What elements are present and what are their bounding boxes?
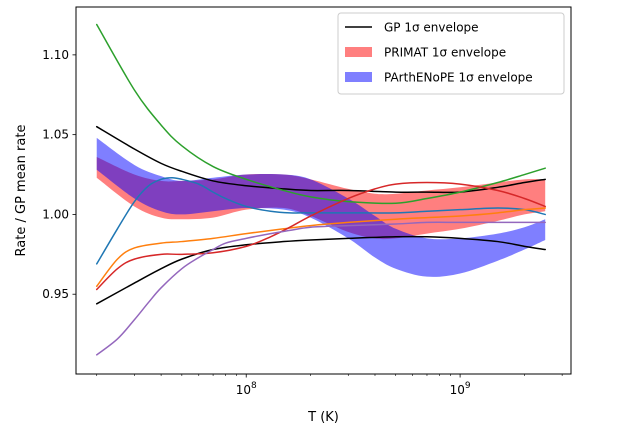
x-axis-ticks: 108 109	[96, 374, 563, 397]
series-line-6	[95, 221, 546, 356]
y-tick-label-1: 1.00	[42, 207, 69, 221]
y-axis-ticks: 0.95 1.00 1.05 1.10	[42, 48, 76, 301]
y-axis-label: Rate / GP mean rate	[14, 125, 29, 257]
legend-label-1: PRIMAT 1σ envelope	[384, 46, 506, 60]
legend: GP 1σ envelope PRIMAT 1σ envelope PArthENo…	[337, 12, 565, 95]
series-line-4	[95, 23, 546, 205]
envelope-bands	[96, 137, 546, 277]
series-line-5	[95, 181, 546, 291]
series-line-3	[95, 207, 546, 287]
series-line-1	[95, 235, 546, 305]
legend-swatch-2	[345, 72, 372, 82]
legend-swatch-1	[345, 47, 372, 57]
series-lines	[95, 23, 546, 356]
series-line-2	[95, 176, 546, 265]
band-1	[96, 137, 546, 277]
legend-frame	[337, 12, 565, 95]
x-tick-label-1: 109	[450, 381, 471, 397]
y-tick-label-2: 1.05	[42, 128, 69, 142]
axes-frame	[75, 6, 572, 375]
x-tick-label-0: 108	[236, 381, 257, 397]
y-tick-label-0: 0.95	[42, 287, 69, 301]
y-tick-label-3: 1.10	[42, 48, 69, 62]
legend-label-2: PArthENoPE 1σ envelope	[384, 71, 533, 85]
x-axis-label: T (K)	[307, 410, 339, 423]
legend-label-0: GP 1σ envelope	[384, 21, 479, 35]
